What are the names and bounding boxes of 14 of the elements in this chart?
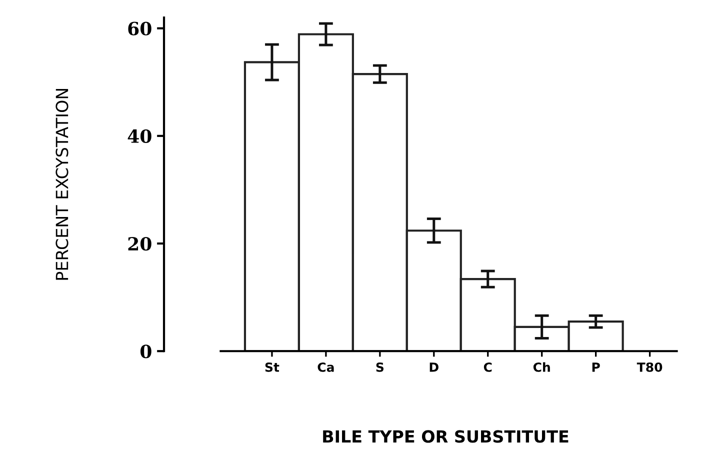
x-tick-label: T80 — [636, 362, 662, 372]
x-tick-label: S — [376, 362, 384, 372]
x-tick-label: Ca — [318, 362, 334, 372]
y-axis-title: PERCENT EXCYSTATION — [56, 88, 68, 280]
x-tick-label: D — [430, 362, 438, 372]
x-tick-label: Ch — [533, 362, 550, 372]
x-tick-label: St — [265, 362, 280, 372]
y-tick-label: 60 — [128, 22, 152, 36]
x-tick-label: P — [592, 362, 600, 372]
x-tick-label: C — [484, 362, 492, 372]
y-tick-label: 0 — [140, 344, 152, 358]
x-axis-title: BILE TYPE OR SUBSTITUTE — [323, 430, 568, 443]
y-tick-label: 40 — [128, 129, 152, 144]
y-tick-label: 20 — [128, 236, 152, 251]
